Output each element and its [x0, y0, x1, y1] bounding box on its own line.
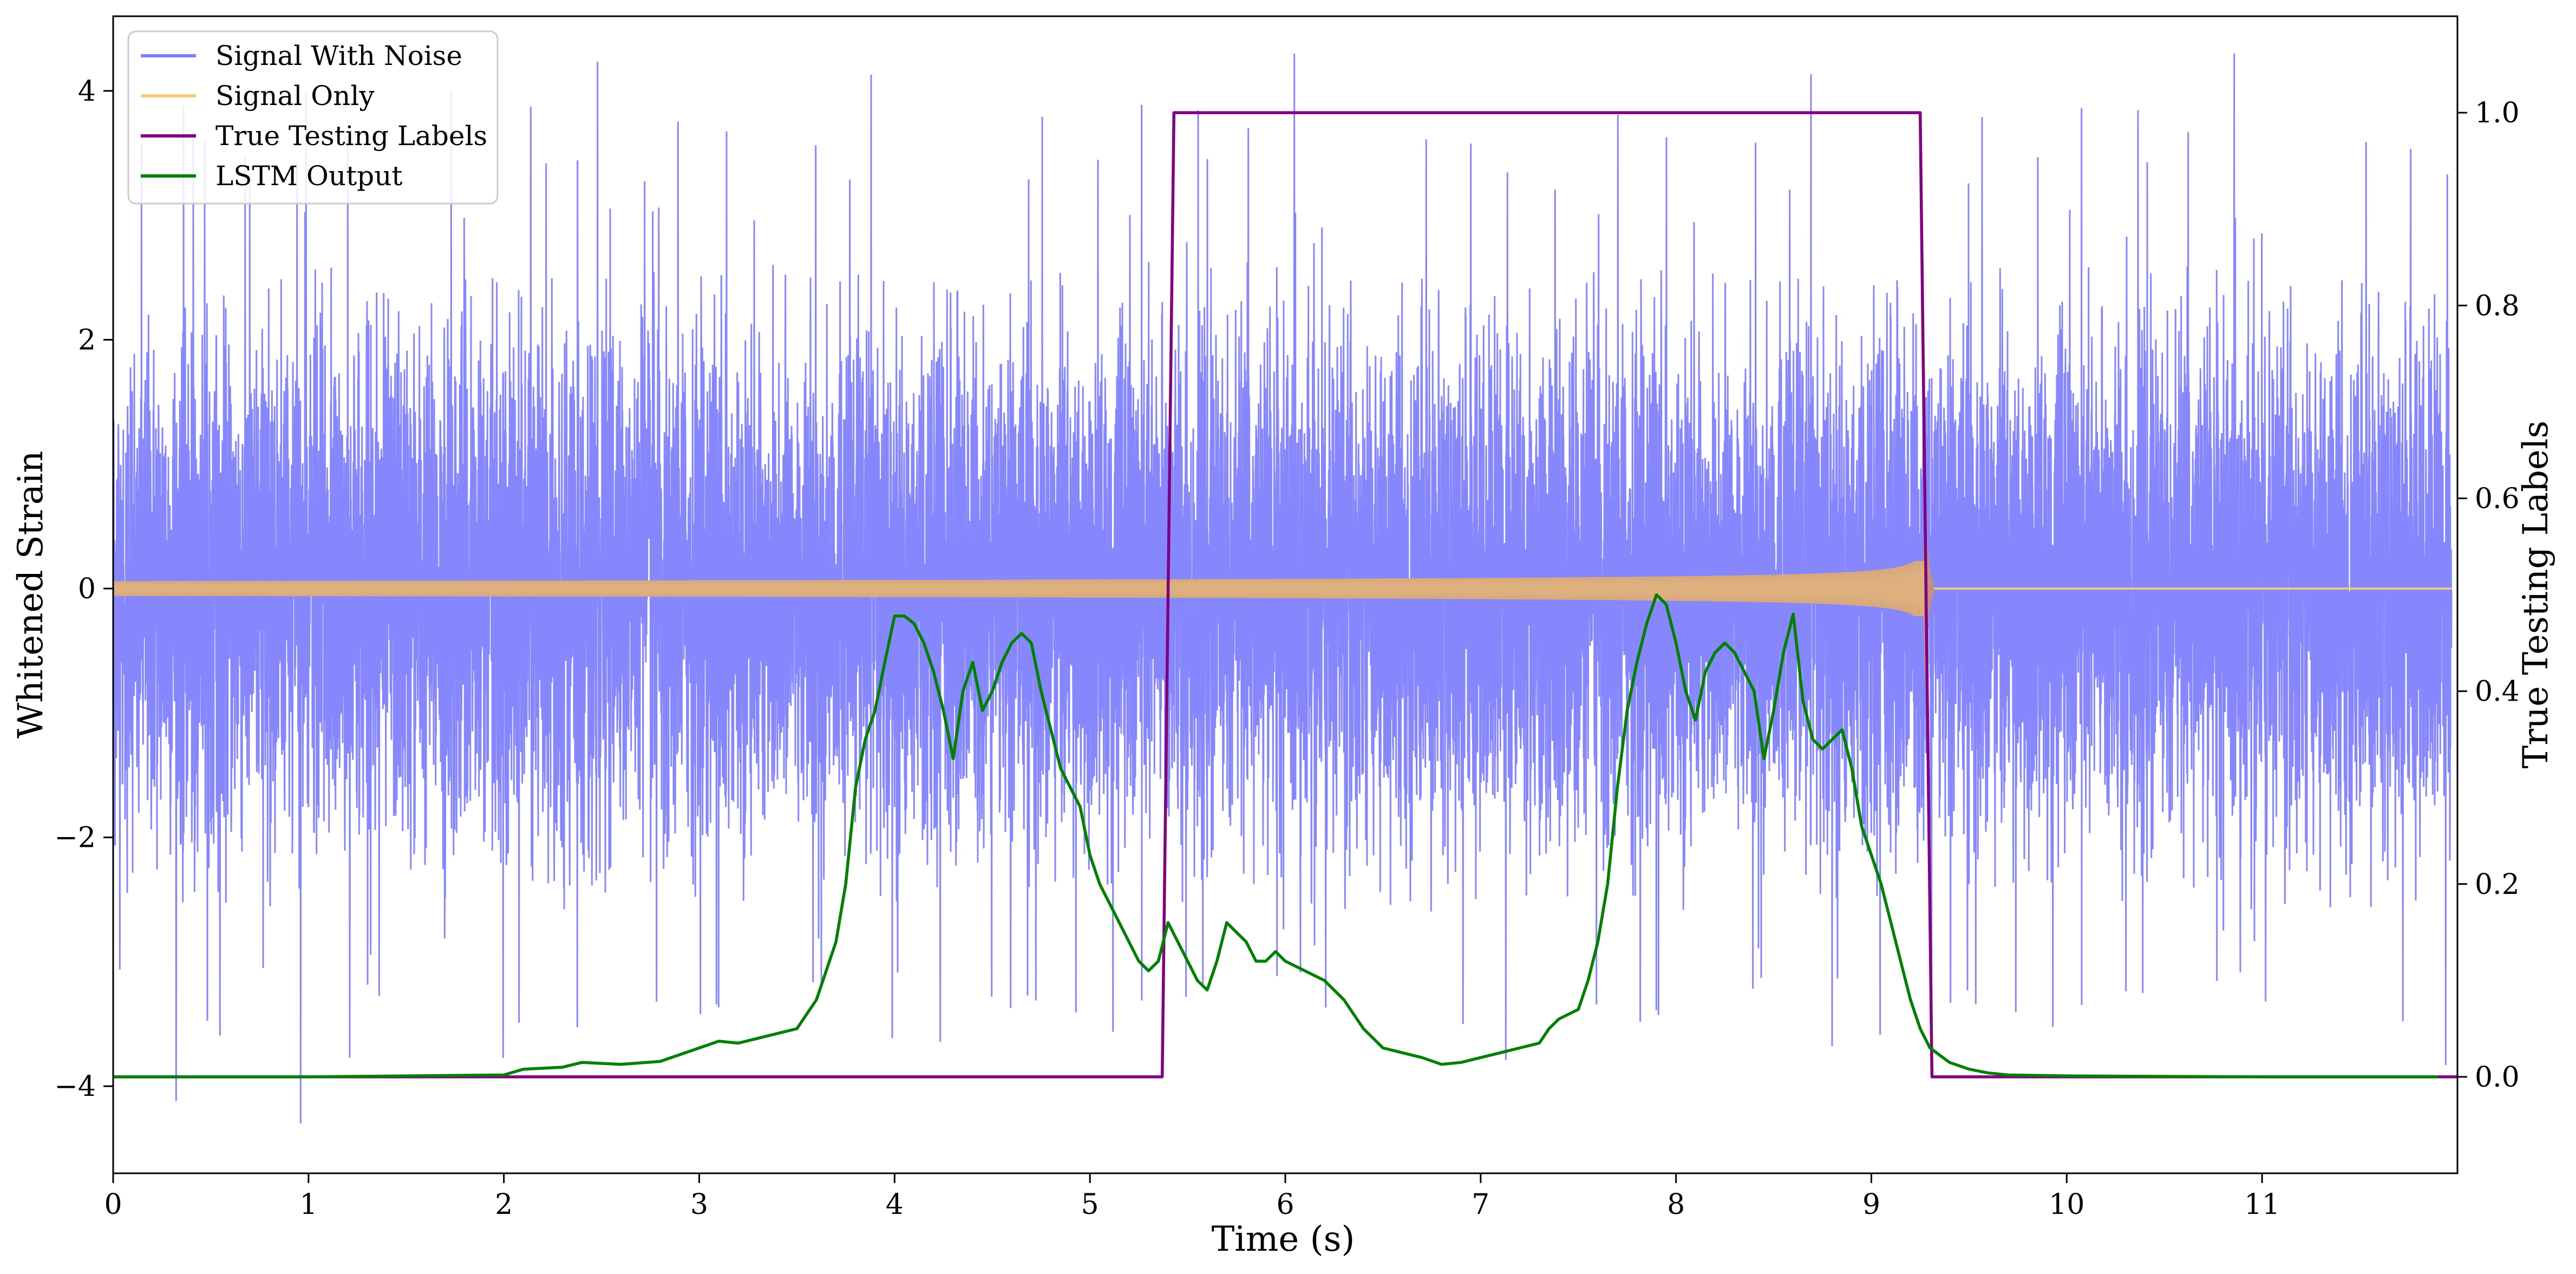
legend: Signal With Noise Signal Only True Testing… — [127, 30, 499, 205]
legend-label: LSTM Output — [215, 160, 402, 192]
y-right-tick-label: 0.4 — [2475, 676, 2520, 708]
y-right-tick-label: 0.8 — [2475, 290, 2520, 322]
x-tick-label: 8 — [1667, 1188, 1685, 1221]
x-tick-label: 6 — [1276, 1188, 1294, 1221]
legend-label: Signal With Noise — [215, 40, 462, 71]
y-left-tick-label: 2 — [78, 324, 96, 356]
y-right-tick-label: 0.2 — [2475, 868, 2520, 901]
y-right-axis-label: True Testing Labels — [2516, 421, 2556, 769]
y-left-tick-label: −4 — [54, 1070, 96, 1103]
series-signal-with-noise — [113, 53, 2453, 1124]
y-left-tick-label: −2 — [54, 822, 96, 854]
y-left-tick-label: 4 — [78, 75, 96, 108]
x-tick-label: 2 — [495, 1188, 513, 1221]
series-group — [113, 53, 2457, 1124]
axis-ticks: 0 1 2 3 4 5 6 7 8 9 10 11 4 2 0 −2 −4 1.0 0.8 0.6 0.4 0.2 0.0 — [54, 75, 2519, 1221]
y-right-tick-label: 0.6 — [2475, 482, 2520, 515]
legend-label: True Testing Labels — [215, 120, 487, 152]
series-lstm-output — [113, 593, 2438, 1079]
x-tick-label: 7 — [1472, 1188, 1489, 1221]
y-left-tick-label: 0 — [78, 573, 96, 605]
series-true-testing-labels — [113, 111, 2457, 1079]
y-right-tick-label: 0.0 — [2475, 1061, 2520, 1094]
x-tick-label: 4 — [886, 1188, 904, 1221]
y-left-axis-label: Whitened Strain — [11, 450, 51, 738]
x-tick-label: 10 — [2049, 1188, 2084, 1221]
x-axis-label: Time (s) — [1212, 1219, 1355, 1259]
x-tick-label: 11 — [2244, 1188, 2280, 1221]
x-tick-label: 0 — [104, 1188, 122, 1221]
x-tick-label: 3 — [690, 1188, 708, 1221]
series-signal-only-wave — [113, 561, 1925, 616]
y-right-tick-label: 1.0 — [2475, 97, 2520, 129]
legend-box — [127, 30, 499, 205]
x-tick-label: 9 — [1862, 1188, 1880, 1221]
plot-area — [113, 53, 2457, 1124]
x-tick-label: 5 — [1081, 1188, 1099, 1221]
legend-label: Signal Only — [215, 80, 375, 112]
x-tick-label: 1 — [299, 1188, 317, 1221]
